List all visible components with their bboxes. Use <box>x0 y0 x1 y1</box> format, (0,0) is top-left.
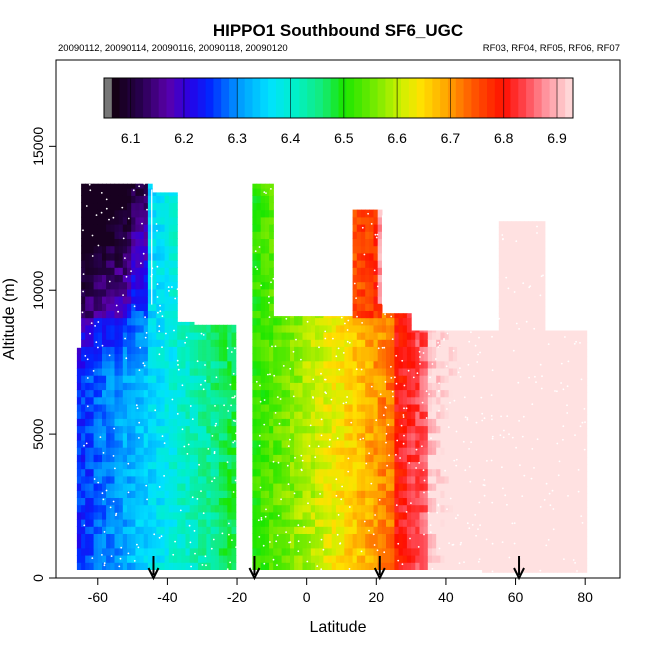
x-tick-label: 0 <box>303 589 311 605</box>
concentration-field <box>76 182 588 573</box>
arrow-head <box>513 567 525 581</box>
colorbar-tick-label: 6.8 <box>494 130 514 146</box>
y-tick-label: 0 <box>30 574 46 582</box>
colorbar-tick-labels: 6.1 6.2 6.3 6.4 6.5 6.6 6.7 6.8 6.9 <box>121 130 567 146</box>
x-axis-label: Latitude <box>310 619 367 636</box>
colorbar-tick-label: 6.4 <box>281 130 301 146</box>
colorbar <box>103 77 574 119</box>
colorbar-tick-label: 6.1 <box>121 130 141 146</box>
colorbar-tick-label: 6.9 <box>547 130 567 146</box>
x-tick-label: -60 <box>88 589 108 605</box>
y-tick-label: 10000 <box>30 271 46 310</box>
arrow-head <box>248 567 261 581</box>
profile-arrows <box>147 556 525 581</box>
colorbar-tick-label: 6.6 <box>387 130 407 146</box>
x-axis: -60 -40 -20 0 20 40 60 80 <box>88 578 593 605</box>
y-tick-label: 15000 <box>30 127 46 166</box>
y-axis: 0 5000 10000 15000 <box>30 127 56 582</box>
x-tick-label: 20 <box>369 589 385 605</box>
colorbar-tick-label: 6.5 <box>334 130 354 146</box>
flight-numbers: RF03, RF04, RF05, RF06, RF07 <box>483 43 620 54</box>
colorbar-tick-label: 6.3 <box>228 130 248 146</box>
flight-dates: 20090112, 20090114, 20090116, 20090118, … <box>58 43 288 54</box>
x-tick-label: 40 <box>438 589 454 605</box>
x-tick-label: -40 <box>157 589 177 605</box>
x-tick-label: 80 <box>577 589 593 605</box>
chart-title: HIPPO1 Southbound SF6_UGC <box>213 21 463 40</box>
colorbar-frame <box>103 77 574 119</box>
plot-frame <box>55 59 621 579</box>
colorbar-tick-label: 6.2 <box>174 130 194 146</box>
y-tick-label: 5000 <box>30 418 46 449</box>
x-tick-label: -20 <box>227 589 247 605</box>
x-tick-label: 60 <box>508 589 524 605</box>
y-axis-label: Altitude (m) <box>1 278 18 360</box>
arrow-head <box>147 567 160 581</box>
arrow-head <box>373 567 386 581</box>
colorbar-tick-label: 6.7 <box>441 130 461 146</box>
